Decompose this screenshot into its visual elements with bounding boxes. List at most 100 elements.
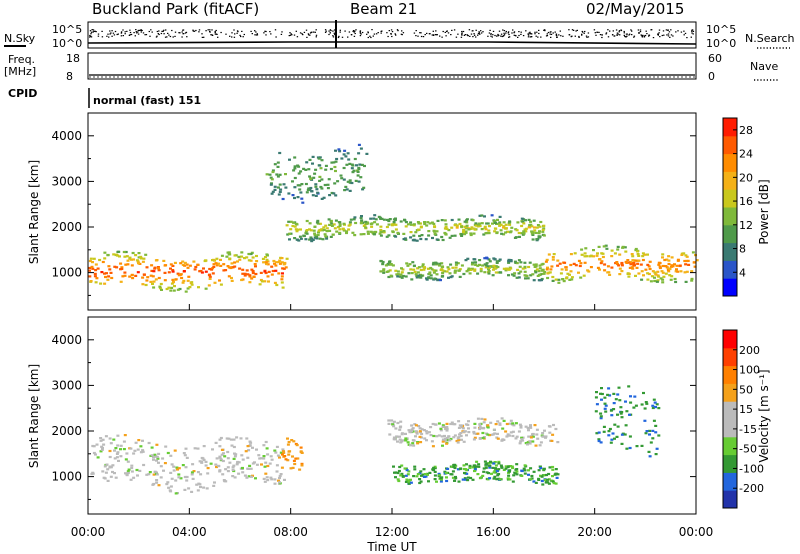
heatmap-cell [271,170,275,174]
heatmap-cell [469,227,473,230]
heatmap-cell [291,194,295,197]
noise-sample [534,33,536,35]
heatmap-cell [531,433,534,436]
heatmap-cell [464,468,468,471]
noise-sample [422,36,425,38]
heatmap-cell [204,287,208,290]
heatmap-cell [232,445,236,449]
heatmap-cell [334,169,337,173]
heatmap-cell [423,437,427,440]
noise-sample [144,34,146,36]
noise-sample [243,33,245,36]
heatmap-cell [488,260,492,263]
heatmap-cell [389,263,392,266]
noise-sample [417,35,419,37]
noise-sample [111,30,113,32]
heatmap-cell [534,264,538,267]
heatmap-cell [440,262,444,265]
heatmap-cell [457,480,461,483]
heatmap-cell [299,237,303,240]
noise-sample [500,35,502,37]
heatmap-cell [208,277,212,280]
heatmap-cell [583,255,587,258]
noise-sample [255,31,257,33]
heatmap-cell [462,440,466,443]
heatmap-cell [338,228,342,231]
heatmap-cell [653,276,656,279]
heatmap-cell [157,276,161,280]
heatmap-cell [223,455,227,458]
heatmap-cell [466,257,470,260]
heatmap-cell [315,237,319,240]
noise-sample [534,31,536,33]
noise-sample [308,34,310,36]
heatmap-cell [604,410,608,413]
heatmap-cell [236,260,239,263]
heatmap-cell [211,272,215,275]
heatmap-cell [599,392,602,395]
heatmap-cell [415,276,419,279]
heatmap-cell [115,266,119,269]
heatmap-cell [221,459,225,463]
noise-sample [372,35,374,37]
noise-sample [478,32,480,34]
heatmap-cell [597,439,601,443]
noise-left-tick-top: 10^5 [52,23,82,36]
heatmap-cell [463,477,467,480]
heatmap-cell [266,453,270,456]
heatmap-cell [661,264,665,268]
heatmap-cell [546,478,550,481]
heatmap-cell [435,480,438,483]
noise-sample [435,34,437,36]
y-tick-label: 1000 [51,470,82,484]
heatmap-cell [353,157,357,161]
heatmap-cell [624,424,628,427]
heatmap-cell [291,180,294,183]
noise-sample [155,36,158,38]
heatmap-cell [497,473,501,476]
heatmap-cell [252,275,256,278]
heatmap-cell [152,473,156,476]
heatmap-cell [542,234,546,237]
noise-sample [658,32,660,34]
heatmap-cell [362,233,366,236]
noise-sample [165,29,167,31]
colorbar-swatch [723,365,737,384]
noise-sample [89,34,91,37]
noise-sample [475,29,477,31]
heatmap-cell [642,274,645,277]
noise-sample [457,33,459,35]
heatmap-cell [671,265,675,268]
heatmap-cell [118,255,121,258]
heatmap-cell [431,422,435,426]
heatmap-cell [119,268,123,271]
noise-sample [677,30,679,32]
noise-sample [211,29,213,31]
heatmap-cell [410,278,414,281]
heatmap-cell [298,468,302,471]
noise-sample [140,29,142,31]
heatmap-cell [174,278,178,281]
noise-sample [120,32,123,34]
heatmap-cell [204,460,208,463]
noise-sample [93,30,95,32]
heatmap-cell [351,164,355,167]
heatmap-cell [426,221,430,224]
noise-sample [94,30,96,32]
noise-sample [446,30,448,32]
heatmap-cell [315,235,319,238]
heatmap-cell [435,230,439,233]
heatmap-cell [615,261,619,264]
heatmap-cell [151,282,154,285]
heatmap-cell [495,470,499,473]
noise-sample [203,36,205,38]
heatmap-cell [535,226,539,229]
freq-panel-frame [87,52,697,80]
heatmap-cell [287,192,291,195]
heatmap-cell [667,259,671,262]
heatmap-cell [310,240,314,243]
heatmap-cell [419,441,423,444]
heatmap-cell [649,441,653,444]
heatmap-cell [128,257,132,260]
colorbar-swatch [723,472,737,491]
